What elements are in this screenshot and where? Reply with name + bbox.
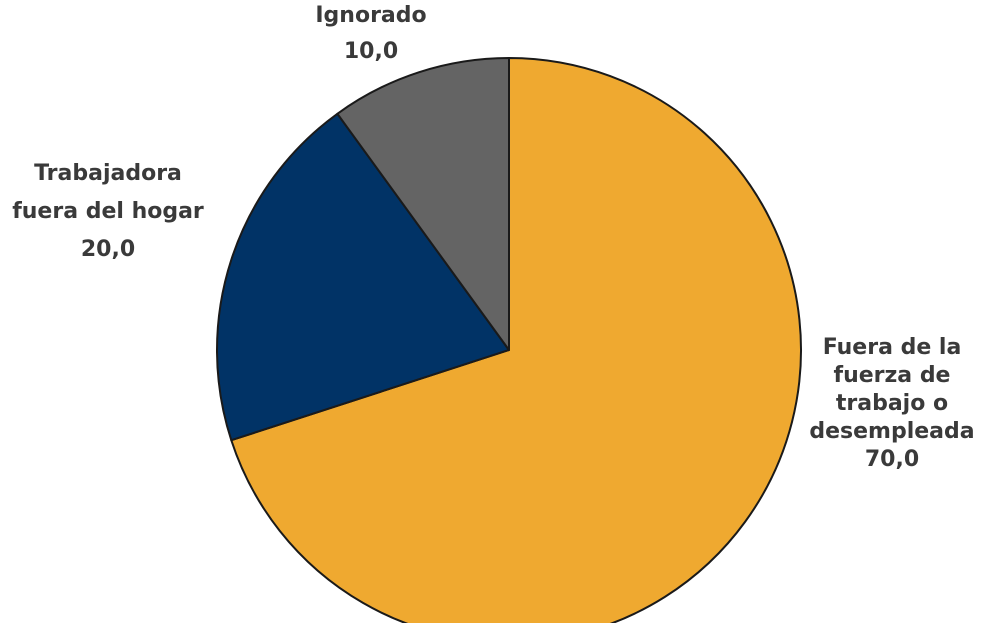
slice-category-label: fuera del hogar xyxy=(12,199,204,224)
slice-label-0: Fuera de la fuerza de trabajo o desempleada… xyxy=(809,335,974,472)
slice-value-label: 10,0 xyxy=(344,39,398,64)
slice-category-label: desempleada xyxy=(809,419,974,444)
pie-slice-0 xyxy=(230,57,802,623)
slice-category-label: Fuera de la xyxy=(823,335,962,360)
slice-label-1: Trabajadora fuera del hogar 20,0 xyxy=(12,161,204,262)
pie-labels: Fuera de la fuerza de trabajo o desempleada… xyxy=(12,3,974,472)
slice-category-label: Trabajadora xyxy=(34,161,182,186)
slice-category-label: Ignorado xyxy=(315,3,426,28)
slice-category-label: fuerza de xyxy=(834,363,951,388)
slice-value-label: 70,0 xyxy=(865,447,919,472)
pie-slices xyxy=(216,57,802,623)
pie-slice-2 xyxy=(336,57,510,351)
slice-value-label: 20,0 xyxy=(81,237,135,262)
slice-label-2: Ignorado 10,0 xyxy=(315,3,426,64)
pie-slice-1 xyxy=(216,112,510,442)
slice-category-label: trabajo o xyxy=(836,391,948,416)
